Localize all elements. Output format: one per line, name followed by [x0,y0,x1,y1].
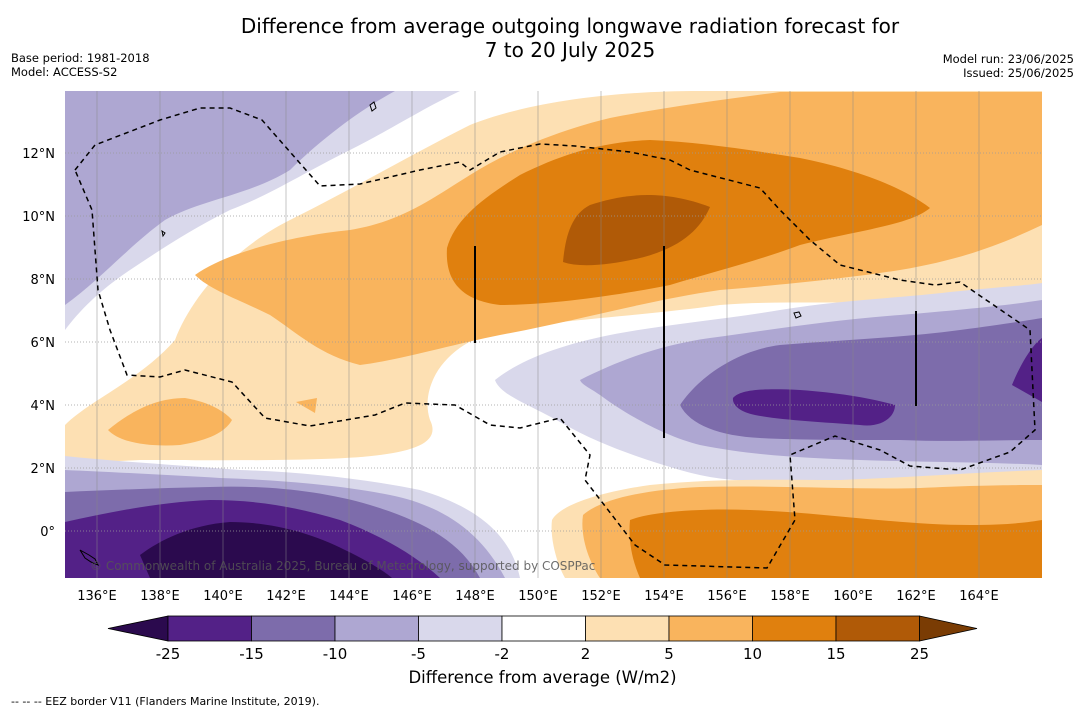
colorbar-ticks: -25 -15 -10 -5 -2 2 5 10 15 25 [156,645,929,663]
cbar-tick-2: -10 [323,645,348,663]
lon-label-140e: 140°E [203,589,243,604]
lon-label-142e: 142°E [266,589,306,604]
colorbar-extend-high [919,615,978,642]
run-info-left: Base period: 1981-2018 Model: ACCESS-S2 [11,51,150,79]
contour-neg-north-strong [65,91,395,305]
eez-legend-note: -- -- -- EEZ border V11 (Flanders Marine… [11,695,320,708]
contour-neg-15-core [732,389,895,426]
contour-pos-10-south-band [629,509,1042,578]
cbar-tick-3: -5 [411,645,426,663]
lon-label-160e: 160°E [833,589,873,604]
contour-pos-5-dot [296,398,317,413]
run-info-right: Model run: 23/06/2025 Issued: 25/06/2025 [943,52,1074,80]
cbar-tick-0: -25 [156,645,181,663]
lon-axis: 136°E 138°E 140°E 142°E 144°E 146°E 148°… [77,589,999,604]
cbar-tick-7: 10 [743,645,762,663]
colorbar-bin-2 [251,615,336,642]
colorbar-bin-3 [334,615,419,642]
colorbar-label: Difference from average (W/m2) [408,668,677,687]
lon-label-150e: 150°E [518,589,558,604]
lon-label-152e: 152°E [581,589,621,604]
base-period: Base period: 1981-2018 [11,51,150,65]
colorbar-extend-low [107,615,169,642]
lon-label-146e: 146°E [392,589,432,604]
lat-label-2n: 2°N [31,462,56,477]
title-line-2: 7 to 20 July 2025 [484,38,656,62]
colorbar-bin-1 [167,615,252,642]
lat-label-10n: 10°N [22,210,55,225]
model-run: Model run: 23/06/2025 [942,52,1074,66]
model-name: Model: ACCESS-S2 [11,65,118,79]
contour-neg-25-south [140,522,392,578]
contour-pos-5-south [108,398,232,446]
cbar-tick-5: 2 [581,645,591,663]
cbar-tick-9: 25 [910,645,929,663]
map-title: Difference from average outgoing longwav… [0,14,1085,62]
lat-axis: 12°N 10°N 8°N 6°N 4°N 2°N 0° [22,147,55,540]
colorbar-bin-4 [418,615,503,642]
map-plot-area: © Commonwealth of Australia 2025, Bureau… [65,91,1042,578]
title-line-1: Difference from average outgoing longwav… [240,14,900,38]
lat-label-4n: 4°N [31,399,56,414]
colorbar-bin-6 [585,615,670,642]
colorbar-bin-9 [835,615,920,642]
lon-label-158e: 158°E [770,589,810,604]
lon-label-156e: 156°E [707,589,747,604]
colorbar-bin-5 [501,615,586,642]
islands [79,101,802,566]
colorbar [107,615,978,642]
issued-date: Issued: 25/06/2025 [963,66,1074,80]
lat-label-12n: 12°N [22,147,55,162]
lon-label-144e: 144°E [329,589,369,604]
colorbar-bin-8 [752,615,837,642]
lon-label-162e: 162°E [896,589,936,604]
cbar-tick-4: -2 [495,645,510,663]
contour-pos-15 [563,195,710,266]
lon-label-138e: 138°E [140,589,180,604]
lat-label-8n: 8°N [31,273,56,288]
lon-label-164e: 164°E [959,589,999,604]
lon-label-154e: 154°E [644,589,684,604]
contour-neg-15-east [1012,338,1042,402]
lat-label-0: 0° [40,525,55,540]
annotation-bars [474,246,917,438]
lon-label-136e: 136°E [77,589,117,604]
copyright-text: © Commonwealth of Australia 2025, Bureau… [90,559,595,573]
cbar-tick-8: 15 [826,645,845,663]
cbar-tick-1: -15 [239,645,264,663]
cbar-tick-6: 5 [664,645,674,663]
colorbar-bin-7 [668,615,753,642]
lat-label-6n: 6°N [31,336,56,351]
lon-label-148e: 148°E [455,589,495,604]
